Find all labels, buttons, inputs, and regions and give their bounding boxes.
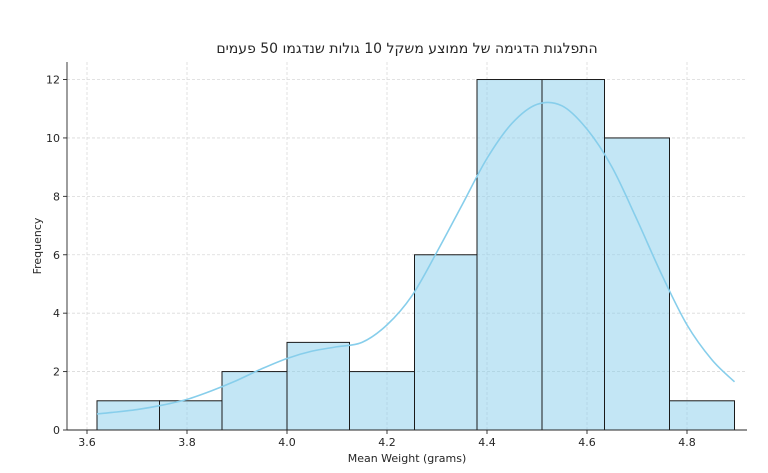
histogram-bar-8 — [604, 137, 670, 431]
x-tick-label: 4.2 — [378, 436, 396, 449]
histogram-bar-6 — [476, 79, 543, 431]
y-axis-ticks: 0 2 4 6 8 10 12 — [46, 74, 67, 437]
y-tick-label: 12 — [46, 74, 60, 87]
y-tick-label: 8 — [53, 190, 60, 203]
x-tick-label: 4.0 — [278, 436, 296, 449]
y-tick-label: 10 — [46, 132, 60, 145]
y-tick-label: 4 — [53, 307, 60, 320]
y-tick-label: 0 — [53, 424, 60, 437]
x-axis-ticks: 3.6 3.8 4.0 4.2 4.4 4.6 4.8 — [78, 430, 696, 449]
histogram-bar-7 — [541, 79, 605, 431]
x-tick-label: 3.6 — [78, 436, 96, 449]
y-tick-label: 2 — [53, 366, 60, 379]
y-axis-label: Frequency — [31, 217, 44, 274]
x-tick-label: 4.6 — [578, 436, 596, 449]
x-axis-label: Mean Weight (grams) — [348, 452, 467, 465]
axes-spines — [66, 62, 747, 431]
histogram-bar-4 — [349, 371, 415, 431]
histogram-bars — [96, 79, 735, 431]
histogram-bar-9 — [669, 400, 735, 431]
histogram-bar-5 — [414, 254, 478, 431]
y-tick-label: 6 — [53, 249, 60, 262]
x-tick-label: 4.4 — [478, 436, 496, 449]
histogram-bar-1 — [159, 400, 223, 431]
x-tick-label: 3.8 — [178, 436, 196, 449]
histogram-bar-2 — [221, 371, 288, 431]
kde-curve — [96, 101, 736, 415]
histogram-bar-0 — [96, 400, 160, 431]
chart-title: התפלגות הדגימה של ממוצע משקל 10 גולות שנ… — [216, 41, 597, 57]
x-tick-label: 4.8 — [678, 436, 696, 449]
histogram-bar-3 — [286, 341, 350, 431]
